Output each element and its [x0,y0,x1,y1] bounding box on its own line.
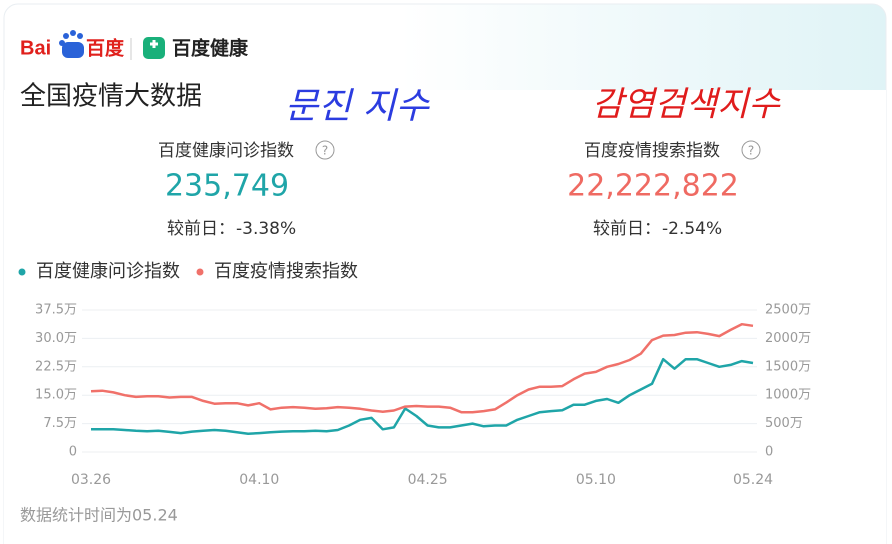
series-line [90,322,754,414]
stat-change: -3.38% [236,219,296,239]
help-mark: ? [748,144,754,158]
stat-label: 百度疫情搜索指数 [584,141,720,161]
legend-dot [196,268,204,276]
handwritten-note: 감염검색지수 [592,85,781,125]
x-tick-label: 04.25 [408,472,448,488]
help-icon[interactable] [315,140,335,160]
logo-text-cn: 百度 [86,37,125,60]
stat-label: 百度健康问诊指数 [158,141,294,161]
x-tick-label: 05.10 [576,472,616,488]
x-tick-label: 03.26 [71,472,111,488]
paw-icon [59,30,84,58]
help-icon[interactable] [741,140,761,160]
footer: 数据统计时间为05.24 [20,506,178,525]
stat-value: 235,749 [165,169,289,204]
y-tick-label: 22.5万 [35,359,77,374]
legend-dot [18,268,26,276]
y-tick-label: 7.5万 [43,416,77,431]
y2-tick-label: 2500万 [765,303,811,318]
stat: 百度健康问诊指数 ? 235,749 较前日： -3.38% [158,140,335,239]
help-mark: ? [322,144,328,158]
y-tick-label: 0 [69,445,77,460]
stat-change-label: 较前日： [593,219,661,239]
x-tick-label: 04.10 [239,472,279,488]
legend-label[interactable]: 百度疫情搜索指数 [214,261,358,282]
card-body [4,90,886,544]
handwritten-note: 문진 지수 [285,86,431,127]
x-tick-label: 05.24 [733,472,773,488]
y-tick-label: 15.0万 [35,388,77,403]
logo-health: 百度健康 [172,37,249,60]
y-tick-label: 37.5万 [35,303,77,318]
y-tick-label: 30.0万 [35,331,77,346]
legend-label[interactable]: 百度健康问诊指数 [36,261,180,282]
y2-tick-label: 2000万 [765,331,811,346]
stat-value: 22,222,822 [567,169,739,204]
y2-tick-label: 1500万 [765,359,811,374]
stat-change: -2.54% [662,219,722,239]
chart: 0 7.5万 15.0万 22.5万 30.0万 37.5万 0 500万 1000万 1500万… [18,261,811,488]
series-line [91,357,754,436]
logo-text: Bai [20,37,51,59]
stat-change-label: 较前日： [167,219,235,239]
y2-tick-label: 1000万 [765,388,811,403]
health-icon [143,37,165,59]
stat: 百度疫情搜索指数 ? 22,222,822 较前日： -2.54% [567,140,761,239]
page-title: 全国疫情大数据 [20,82,202,112]
y2-tick-label: 0 [765,445,773,460]
y2-tick-label: 500万 [765,416,803,431]
